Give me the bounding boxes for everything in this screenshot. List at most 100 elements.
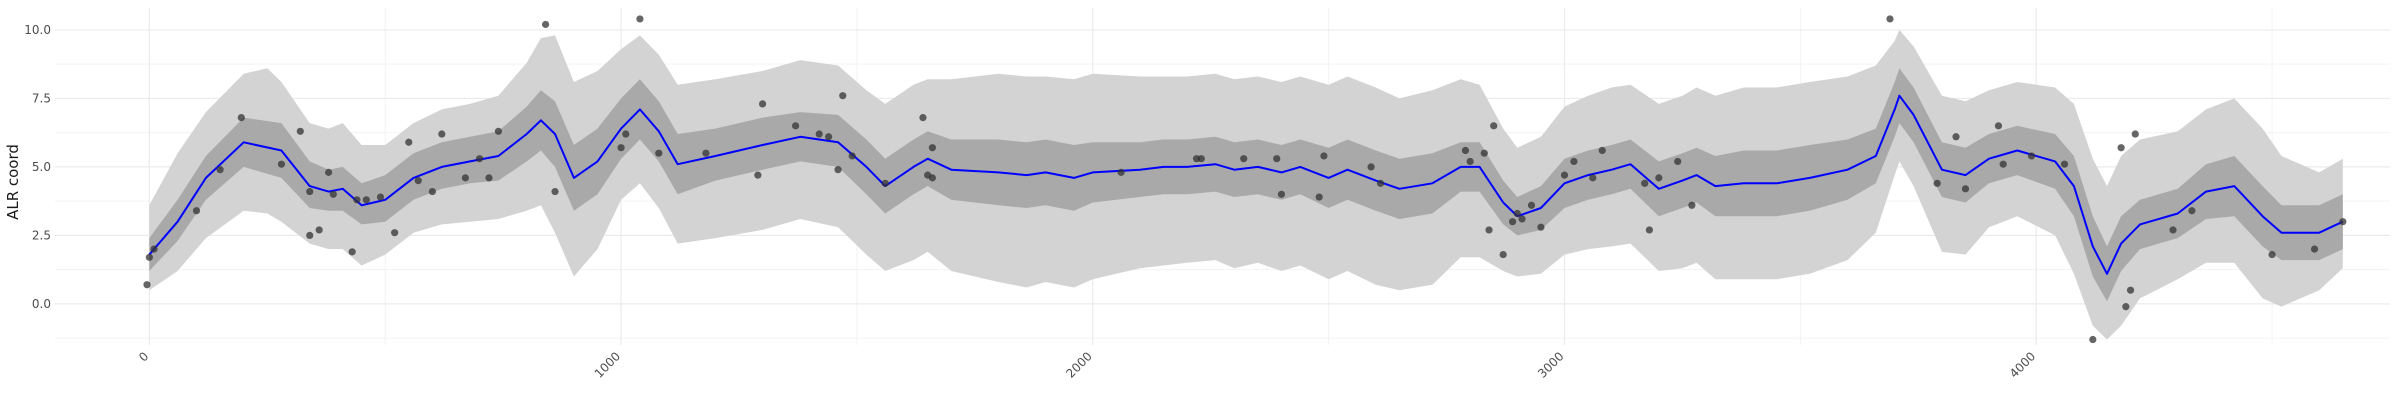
data-point bbox=[1688, 201, 1696, 209]
data-point bbox=[2169, 226, 2177, 234]
y-tick-label: 2.5 bbox=[32, 228, 51, 242]
data-point bbox=[1598, 146, 1606, 155]
data-point bbox=[216, 166, 224, 174]
data-point bbox=[143, 281, 151, 289]
data-point bbox=[1886, 15, 1894, 23]
data-point bbox=[1367, 163, 1375, 171]
data-point bbox=[1570, 157, 1578, 166]
data-point bbox=[1197, 155, 1205, 163]
x-tick-label: 4000 bbox=[2007, 349, 2038, 380]
data-point bbox=[145, 253, 153, 261]
data-point bbox=[1655, 174, 1663, 182]
data-point bbox=[1490, 122, 1498, 130]
data-point bbox=[636, 15, 644, 23]
data-point bbox=[1560, 171, 1569, 179]
data-point bbox=[1589, 174, 1597, 182]
data-point bbox=[1376, 179, 1385, 187]
data-point bbox=[791, 122, 800, 130]
inner-confidence-band bbox=[149, 68, 2343, 302]
data-point bbox=[1117, 168, 1125, 176]
data-point bbox=[1273, 155, 1281, 163]
x-tick-labels: 0 1000 2000 3000 4000 bbox=[136, 349, 2038, 380]
data-point bbox=[1537, 223, 1545, 231]
y-tick-label: 10.0 bbox=[24, 23, 51, 37]
data-point bbox=[475, 155, 484, 163]
data-point bbox=[428, 187, 436, 196]
data-point bbox=[2027, 152, 2036, 160]
data-point bbox=[494, 127, 503, 135]
data-point bbox=[277, 160, 286, 168]
data-point bbox=[1277, 190, 1286, 198]
data-point bbox=[919, 113, 927, 122]
data-point bbox=[1513, 209, 1521, 218]
data-point bbox=[1999, 160, 2007, 168]
data-points bbox=[143, 15, 2347, 344]
data-point bbox=[1466, 157, 1474, 166]
data-point bbox=[655, 149, 663, 157]
data-point bbox=[2268, 250, 2276, 259]
data-point bbox=[1952, 133, 1960, 141]
x-tick-label: 2000 bbox=[1063, 349, 1094, 380]
y-tick-label: 0.0 bbox=[32, 297, 51, 311]
data-point bbox=[306, 231, 314, 240]
data-point bbox=[353, 196, 361, 204]
data-point bbox=[362, 196, 370, 204]
data-point bbox=[825, 133, 833, 141]
y-tick-label: 7.5 bbox=[32, 91, 51, 105]
data-point bbox=[414, 177, 422, 185]
data-point bbox=[839, 92, 847, 100]
data-point bbox=[834, 166, 842, 174]
data-point bbox=[1480, 149, 1488, 157]
y-tick-label: 5.0 bbox=[32, 160, 51, 174]
data-point bbox=[1240, 155, 1248, 163]
data-point bbox=[192, 207, 201, 215]
data-point bbox=[2122, 303, 2130, 311]
mean-line bbox=[148, 94, 2344, 275]
data-point bbox=[348, 248, 356, 256]
data-point bbox=[758, 100, 767, 108]
data-point bbox=[1320, 152, 1328, 160]
data-point bbox=[315, 226, 323, 234]
y-axis-label: ALR coord bbox=[4, 144, 22, 220]
data-point bbox=[551, 187, 559, 196]
data-point bbox=[2060, 160, 2069, 168]
data-point bbox=[1961, 185, 1970, 193]
data-point bbox=[881, 179, 889, 187]
data-point bbox=[1499, 250, 1507, 259]
inner-band-area bbox=[149, 68, 2343, 302]
data-point bbox=[2339, 218, 2347, 226]
data-point bbox=[461, 174, 469, 182]
data-point bbox=[324, 168, 333, 176]
data-point bbox=[1641, 179, 1649, 187]
data-point bbox=[306, 187, 314, 196]
data-point bbox=[622, 130, 630, 138]
data-point bbox=[1509, 218, 1517, 226]
x-tick-label: 3000 bbox=[1535, 349, 1566, 380]
data-point bbox=[1933, 179, 1941, 187]
data-point bbox=[1645, 226, 1654, 234]
data-point bbox=[405, 138, 413, 146]
data-point bbox=[237, 113, 245, 122]
data-point bbox=[2131, 130, 2139, 138]
x-tick-label: 0 bbox=[136, 349, 151, 364]
data-point bbox=[1527, 201, 1536, 209]
data-point bbox=[617, 144, 625, 152]
mean-line-path bbox=[148, 94, 2344, 275]
data-point bbox=[1994, 122, 2003, 130]
data-point bbox=[754, 171, 762, 179]
data-point bbox=[1485, 226, 1493, 234]
data-point bbox=[928, 174, 936, 182]
data-point bbox=[2117, 144, 2125, 152]
data-point bbox=[541, 20, 550, 29]
data-point bbox=[702, 149, 710, 157]
data-point bbox=[1674, 157, 1682, 166]
x-tick-label: 1000 bbox=[592, 349, 623, 380]
data-point bbox=[1518, 215, 1526, 223]
data-point bbox=[815, 130, 823, 138]
data-point bbox=[2310, 245, 2319, 253]
data-point bbox=[376, 193, 385, 201]
data-point bbox=[2188, 207, 2196, 215]
data-point bbox=[1461, 146, 1470, 155]
data-point bbox=[2126, 286, 2135, 294]
